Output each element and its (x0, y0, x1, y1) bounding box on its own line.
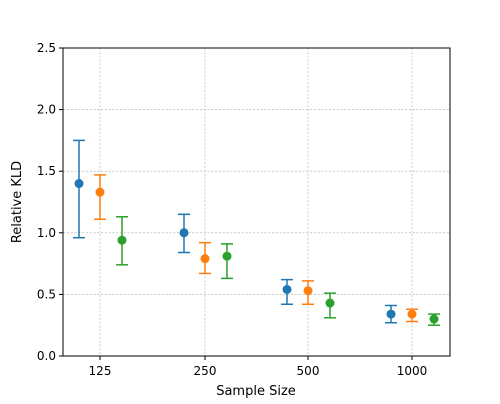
data-point (429, 314, 439, 324)
x-tick-label: 1000 (397, 364, 428, 378)
data-point (407, 309, 417, 319)
data-point (386, 309, 396, 319)
x-axis-label: Sample Size (216, 384, 296, 399)
data-point (200, 254, 210, 264)
plot-frame (62, 47, 451, 357)
data-point (117, 235, 127, 245)
y-axis-label: Relative KLD (10, 161, 25, 243)
x-tick-label: 250 (194, 364, 217, 378)
data-point (282, 284, 292, 294)
data-point (179, 228, 189, 238)
data-layer (73, 139, 440, 326)
y-tick-label: 0.0 (37, 349, 56, 363)
y-tick-label: 2.5 (37, 41, 56, 55)
data-point (74, 179, 84, 189)
data-point (325, 298, 335, 308)
y-tick-label: 1.0 (37, 226, 56, 240)
x-tick-label: 125 (89, 364, 112, 378)
data-point (95, 187, 105, 197)
y-tick-label: 1.5 (37, 164, 56, 178)
y-tick-label: 0.5 (37, 287, 56, 301)
data-point (222, 251, 232, 261)
x-tick-label: 500 (297, 364, 320, 378)
data-point (303, 286, 313, 296)
axis-layer: 0.0 0.5 1.0 1.5 2.0 2.5 125 250 500 1000 (37, 41, 427, 378)
y-tick-label: 2.0 (37, 103, 56, 117)
